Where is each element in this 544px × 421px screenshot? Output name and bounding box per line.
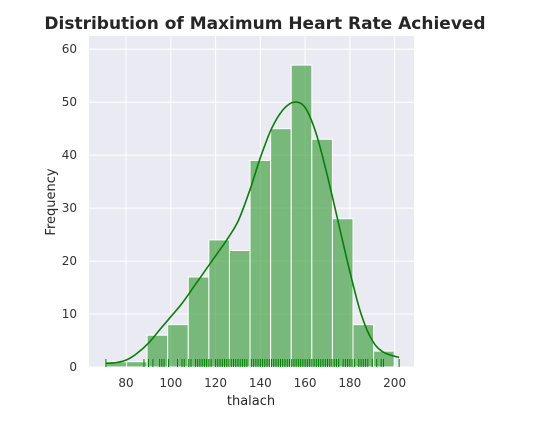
histogram-bars <box>105 64 395 368</box>
histogram-bar <box>249 159 272 368</box>
y-tick-labels: 0 10 20 30 40 50 60 <box>62 42 77 374</box>
x-tick-label: 200 <box>383 376 406 390</box>
y-axis-label: Frequency <box>44 168 59 235</box>
y-tick-label: 60 <box>62 42 77 56</box>
y-tick-label: 20 <box>62 254 77 268</box>
histogram-bar <box>311 138 333 368</box>
x-tick-label: 100 <box>159 376 182 390</box>
histogram-bar <box>208 239 230 368</box>
x-tick-label: 180 <box>338 376 361 390</box>
y-tick-label: 40 <box>62 148 77 162</box>
kde-curve <box>105 101 400 365</box>
x-tick-label: 160 <box>294 376 317 390</box>
x-tick-label: 120 <box>204 376 227 390</box>
x-tick-labels: 80 100 120 140 160 180 200 <box>118 376 406 390</box>
x-tick-label: 80 <box>118 376 133 390</box>
histogram-bar <box>270 128 292 368</box>
y-tick-label: 50 <box>62 95 77 109</box>
y-tick-label: 30 <box>62 201 77 215</box>
chart-title: Distribution of Maximum Heart Rate Achie… <box>44 14 485 34</box>
histogram-bar <box>228 249 251 368</box>
y-tick-label: 0 <box>69 360 77 374</box>
x-tick-label: 140 <box>249 376 272 390</box>
rug-marks <box>105 359 400 367</box>
histogram-bar <box>290 64 313 368</box>
y-tick-label: 10 <box>62 307 77 321</box>
x-axis-label: thalach <box>227 394 275 409</box>
